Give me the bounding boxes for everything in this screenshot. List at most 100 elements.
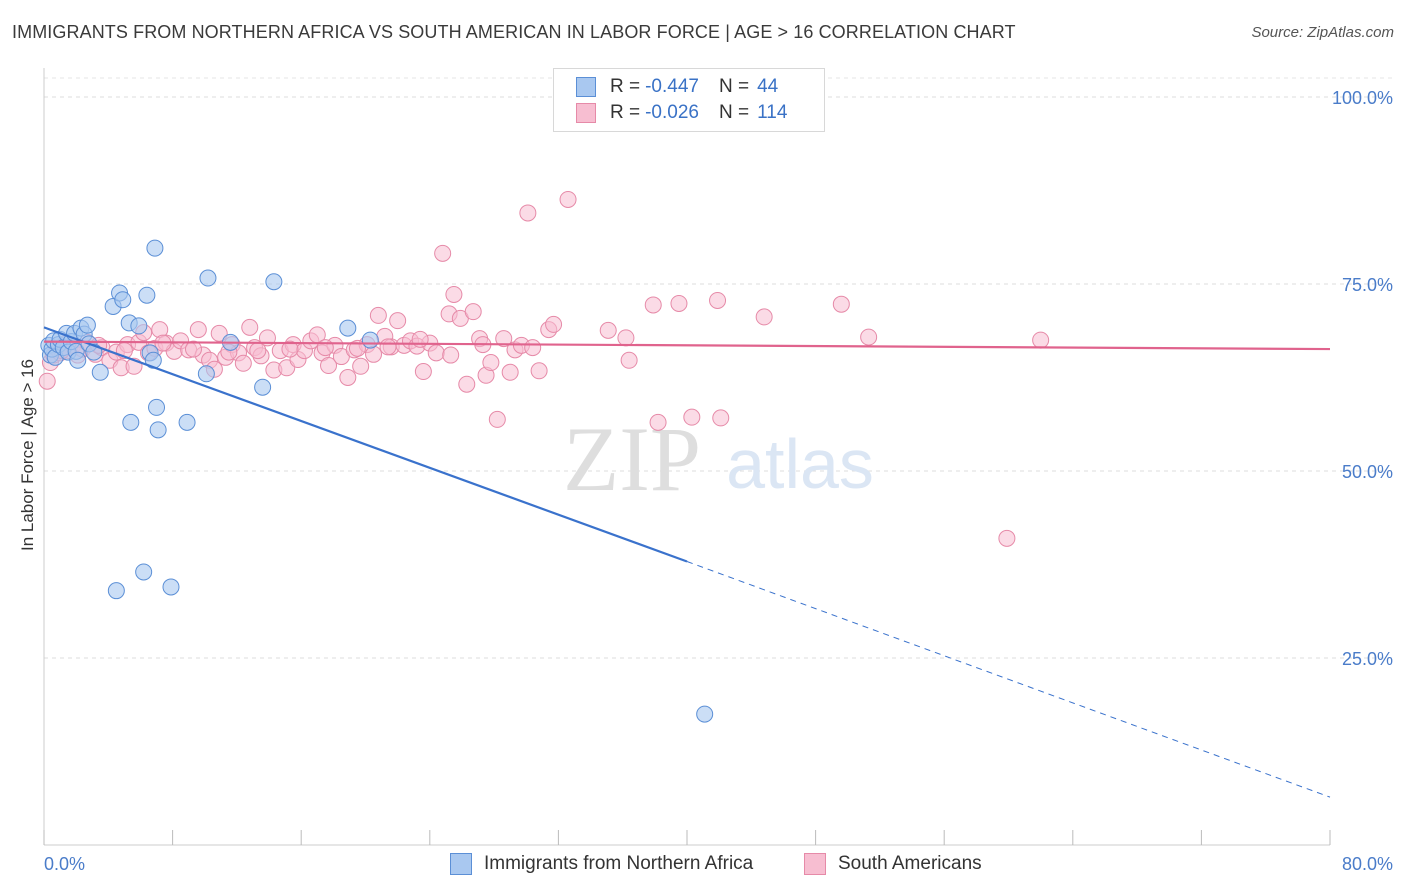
legend-swatch-blue xyxy=(576,77,596,97)
data-point-south-americans xyxy=(755,308,773,326)
source-label: Source: ZipAtlas.com xyxy=(1251,24,1394,41)
data-point-south-americans xyxy=(445,285,463,303)
legend-n-value: 114 xyxy=(757,102,788,123)
northern-africa-points xyxy=(40,239,714,723)
data-point-south-americans xyxy=(501,363,519,381)
data-point-northern-africa xyxy=(696,705,714,723)
data-point-south-americans xyxy=(442,346,460,364)
data-point-south-americans xyxy=(670,294,688,312)
bottom-legend-northern-africa: Immigrants from Northern Africa xyxy=(450,852,753,876)
data-point-south-americans xyxy=(495,330,513,348)
data-point-northern-africa xyxy=(122,413,140,431)
watermark-atlas: atlas xyxy=(726,425,874,503)
data-point-south-americans xyxy=(545,315,563,333)
data-point-south-americans xyxy=(184,340,202,358)
data-point-south-americans xyxy=(1032,331,1050,349)
data-point-northern-africa xyxy=(146,239,164,257)
data-point-south-americans xyxy=(832,295,850,313)
data-point-northern-africa xyxy=(69,351,87,369)
data-point-northern-africa xyxy=(138,286,156,304)
bottom-legend-south-americans: South Americans xyxy=(804,852,982,876)
legend-label-northern-africa: Immigrants from Northern Africa xyxy=(484,853,754,874)
x-tick-label: 80.0% xyxy=(1342,854,1393,874)
data-point-south-americans xyxy=(709,291,727,309)
data-point-south-americans xyxy=(649,413,667,431)
data-point-south-americans xyxy=(339,369,357,386)
data-point-south-americans xyxy=(482,354,500,372)
data-point-south-americans xyxy=(599,321,617,339)
south-americans-points xyxy=(38,190,1050,547)
legend-swatch-blue xyxy=(450,853,472,875)
data-point-northern-africa xyxy=(265,273,283,291)
legend-label-south-americans: South Americans xyxy=(838,853,982,874)
data-point-south-americans xyxy=(559,190,577,208)
data-point-northern-africa xyxy=(162,578,180,596)
y-tick-label: 50.0% xyxy=(1342,462,1393,482)
data-point-south-americans xyxy=(712,409,730,427)
data-point-south-americans xyxy=(519,204,537,222)
data-point-south-americans xyxy=(210,324,228,342)
data-point-south-americans xyxy=(389,312,407,330)
data-point-south-americans xyxy=(189,321,207,339)
legend-swatch-pink xyxy=(576,103,596,123)
data-point-south-americans xyxy=(320,357,338,375)
data-point-northern-africa xyxy=(91,363,109,381)
data-point-northern-africa xyxy=(149,421,167,439)
data-point-south-americans xyxy=(464,303,482,321)
data-point-south-americans xyxy=(620,351,638,369)
data-point-south-americans xyxy=(249,342,267,360)
data-point-south-americans xyxy=(411,330,429,348)
data-point-south-americans xyxy=(427,344,445,362)
trend-lines xyxy=(43,326,1331,798)
data-point-south-americans xyxy=(241,318,259,336)
data-point-northern-africa xyxy=(197,365,215,383)
data-point-south-americans xyxy=(316,339,334,357)
data-point-south-americans xyxy=(38,372,56,390)
data-point-south-americans xyxy=(998,529,1016,547)
y-tick-label: 75.0% xyxy=(1342,275,1393,295)
legend-r-value: -0.447 xyxy=(645,76,699,97)
legend-swatch-pink xyxy=(804,853,826,875)
data-point-northern-africa xyxy=(114,291,132,309)
data-point-northern-africa xyxy=(199,269,217,287)
data-point-south-americans xyxy=(369,306,387,324)
legend-r-value: -0.026 xyxy=(645,102,699,123)
data-point-south-americans xyxy=(352,357,370,375)
trend-line-northern-africa xyxy=(43,326,688,563)
data-point-northern-africa xyxy=(130,317,148,335)
watermark: ZIP atlas xyxy=(563,408,874,510)
data-point-northern-africa xyxy=(361,331,379,349)
correlation-legend: R = -0.447 N = 44 R = -0.026 N = 114 xyxy=(553,68,825,132)
legend-row-south-americans: R = -0.026 N = 114 xyxy=(576,101,787,125)
legend-n-label: N = xyxy=(718,102,750,123)
data-point-south-americans xyxy=(458,375,476,393)
legend-r-label: R = xyxy=(610,102,641,123)
data-point-south-americans xyxy=(234,354,252,372)
data-point-northern-africa xyxy=(148,398,166,416)
data-point-northern-africa xyxy=(339,319,357,337)
y-tick-label: 25.0% xyxy=(1342,649,1393,669)
data-point-south-americans xyxy=(414,363,432,381)
data-point-south-americans xyxy=(524,339,542,357)
trend-line-south-americans xyxy=(43,340,1331,351)
data-point-south-americans xyxy=(434,244,452,262)
data-point-northern-africa xyxy=(178,413,196,431)
watermark-zip: ZIP xyxy=(563,408,701,510)
data-point-northern-africa xyxy=(107,582,125,600)
y-tick-label: 100.0% xyxy=(1332,88,1393,108)
legend-n-label: N = xyxy=(718,76,750,97)
tick-labels: 25.0% 50.0% 75.0% 100.0% 0.0% 80.0% xyxy=(44,88,1393,874)
data-point-northern-africa xyxy=(254,378,272,396)
data-point-south-americans xyxy=(617,329,635,347)
data-point-south-americans xyxy=(488,410,506,428)
trend-line-northern-africa-extension xyxy=(686,561,1331,798)
legend-row-northern-africa: R = -0.447 N = 44 xyxy=(576,75,778,99)
data-point-south-americans xyxy=(644,296,662,314)
chart-title: IMMIGRANTS FROM NORTHERN AFRICA VS SOUTH… xyxy=(12,22,1016,42)
x-tick-label: 0.0% xyxy=(44,854,85,874)
data-point-south-americans xyxy=(683,408,701,426)
data-point-south-americans xyxy=(530,362,548,380)
data-point-south-americans xyxy=(281,340,299,358)
data-point-south-americans xyxy=(379,338,397,356)
